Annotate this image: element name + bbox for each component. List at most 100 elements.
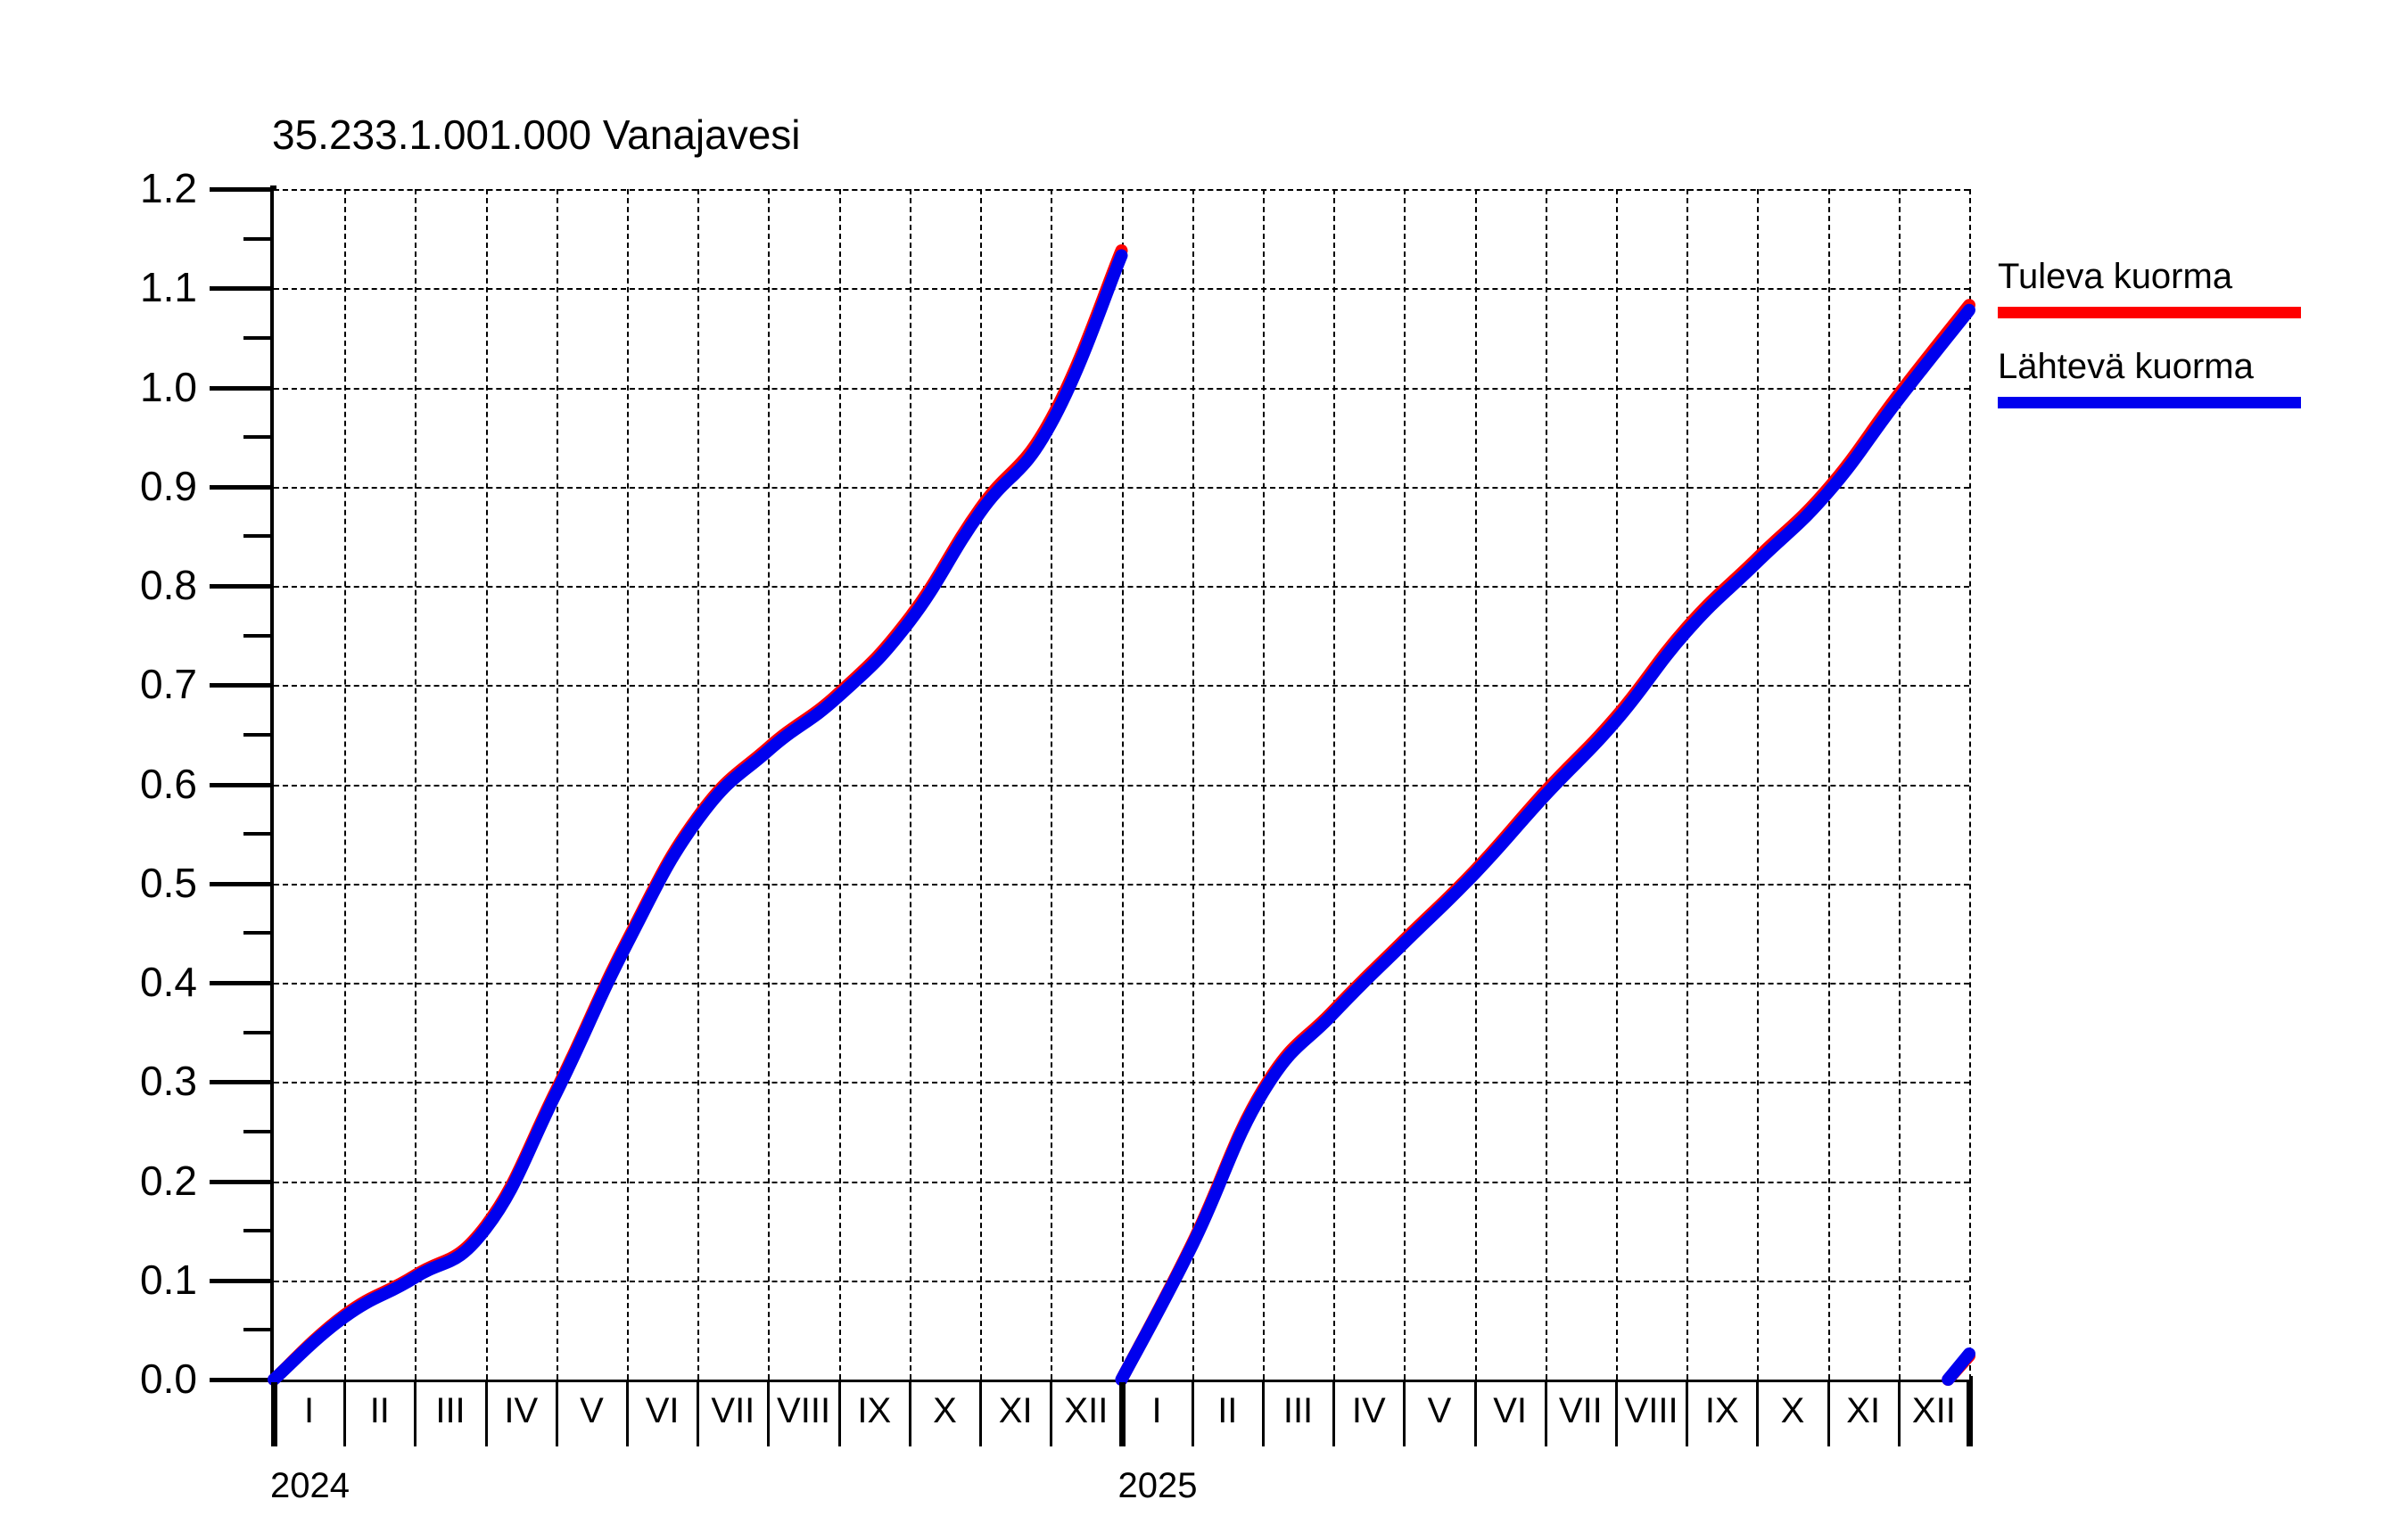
gridline-vertical [1474,189,1477,1380]
x-axis-month-tick [484,1382,488,1446]
gridline-vertical [415,189,417,1380]
x-axis-month-label: IX [857,1391,892,1430]
gridline-vertical [344,189,347,1380]
y-axis-tick-label: 0.3 [140,1058,197,1105]
y-axis-minor-tick [243,534,274,539]
x-axis-month-label: X [933,1391,957,1430]
y-axis-minor-tick [243,832,274,836]
x-axis-month-label: VI [645,1391,680,1430]
y-axis-tick [210,484,274,490]
y-axis-minor-tick [243,1030,274,1034]
x-axis-month-tick [1473,1382,1477,1446]
legend-entry-tuleva[interactable]: Tuleva kuorma [1998,257,2372,318]
x-axis-month-tick [1897,1382,1901,1446]
gridline-vertical [1615,189,1618,1380]
x-axis-month-label: III [435,1391,466,1430]
y-axis-tick-label: 0.2 [140,1157,197,1204]
legend-label-lahteva: Lähtevä kuorma [1998,347,2254,386]
x-axis-month-tick [343,1382,347,1446]
x-axis-month-label: VII [1558,1391,1603,1430]
x-axis-month-tick [767,1382,771,1446]
y-axis-minor-tick [243,1328,274,1332]
x-axis-month-tick [1614,1382,1618,1446]
gridline-vertical [1827,189,1830,1380]
gridline-vertical [1051,189,1053,1380]
x-axis-month-label: V [1427,1391,1452,1430]
series-line-lahteva-2025 [1115,303,1975,1386]
y-axis-minor-tick [243,1129,274,1133]
y-axis-tick-label: 0.6 [140,760,197,807]
y-axis-minor-tick [243,236,274,241]
x-axis-year-label: 2025 [1117,1466,1198,1505]
x-axis-month-label: IV [1351,1391,1386,1430]
y-axis-tick [210,683,274,688]
plot-right-border [1969,189,1971,1380]
y-axis-tick-label: 1.2 [140,165,197,211]
legend-swatch-tuleva [1998,307,2301,318]
x-axis-month-label: I [304,1391,315,1430]
gridline-vertical [909,189,911,1380]
y-axis-minor-tick [243,335,274,340]
y-axis-tick [210,286,274,292]
y-axis-tick-label: 0.0 [140,1355,197,1402]
y-axis-tick [210,881,274,886]
y-axis-tick [210,1278,274,1283]
x-axis-month-label: VIII [1624,1391,1678,1430]
legend-swatch-lahteva [1998,397,2301,408]
y-axis-tick [210,584,274,589]
gridline-vertical [556,189,558,1380]
gridline-vertical [1404,189,1406,1380]
x-axis-month-tick [1756,1382,1760,1446]
page-title: 35.233.1.001.000 Vanajavesi [272,111,801,158]
x-axis-month-tick [1686,1382,1689,1446]
x-axis-month-label: IX [1704,1391,1739,1430]
x-axis-year-tick [1118,1382,1126,1446]
y-axis-tick [210,1179,274,1184]
x-axis-month-label: XI [998,1391,1033,1430]
x-axis-month-label: III [1282,1391,1314,1430]
x-axis-year-label: 2024 [270,1466,350,1505]
gridline-vertical [980,189,983,1380]
x-axis-month-label: XI [1846,1391,1881,1430]
x-axis-month-label: VI [1493,1391,1528,1430]
x-axis-month-label: II [1217,1391,1238,1430]
x-axis-month-label: IV [504,1391,539,1430]
y-axis-minor-tick [243,633,274,638]
series-line-lahteva-2024 [268,249,1128,1386]
x-axis-month-label: VIII [777,1391,831,1430]
y-axis-tick-label: 0.9 [140,462,197,509]
y-axis-tick-label: 1.0 [140,363,197,410]
gridline-vertical [1686,189,1689,1380]
x-axis-month-tick [837,1382,841,1446]
x-axis-ticks: 2024 I II III IV V VI VII VIII IX X XI XII 2025 I II III… [270,1382,1973,1505]
y-axis-minor-tick [243,435,274,440]
y-axis-tick [210,981,274,985]
y-axis-tick [210,782,274,787]
gridline-vertical [1898,189,1901,1380]
x-axis-month-tick [414,1382,417,1446]
x-axis-year-tick [271,1382,277,1446]
x-axis-month-label: V [580,1391,604,1430]
x-axis-month-tick [626,1382,630,1446]
x-axis-end-tick [1967,1382,1973,1446]
x-axis-month-tick [908,1382,911,1446]
x-axis-month-label: XII [1064,1391,1109,1430]
y-axis-minor-tick [243,732,274,737]
gridline-vertical [1121,189,1124,1380]
x-axis-month-tick [1191,1382,1194,1446]
x-axis-month-label: II [369,1391,390,1430]
legend-entry-lahteva[interactable]: Lähtevä kuorma [1998,347,2372,408]
gridline-vertical [768,189,771,1380]
y-axis-tick [210,187,274,192]
x-axis-month-tick [979,1382,983,1446]
gridline-vertical [838,189,841,1380]
y-axis-minor-tick [243,1229,274,1233]
y-axis-minor-tick [243,931,274,935]
legend-label-tuleva: Tuleva kuorma [1998,257,2233,296]
gridline-vertical [1333,189,1336,1380]
gridline-vertical [697,189,700,1380]
y-axis-tick [210,1080,274,1085]
x-axis-month-label: XII [1911,1391,1956,1430]
x-axis-month-tick [1544,1382,1547,1446]
